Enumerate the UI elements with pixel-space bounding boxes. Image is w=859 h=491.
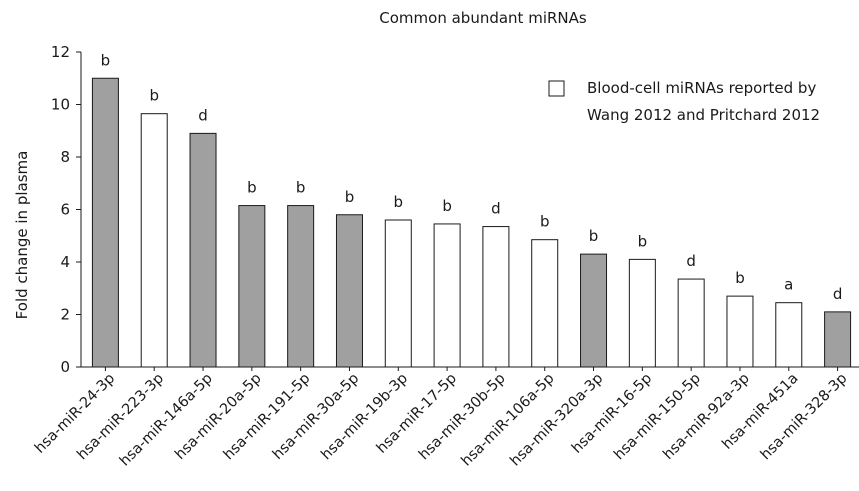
x-tick-label: hsa-miR-191-5p [221,371,314,464]
x-tick-label: hsa-miR-320a-3p [507,371,606,470]
significance-label: d [198,106,208,124]
x-tick-label: hsa-miR-223-3p [74,371,167,464]
legend-label-line1: Blood-cell miRNAs reported by [587,79,816,97]
bar-hsa-miR-146a-5p [189,132,217,368]
x-tick-label: hsa-miR-30a-5p [270,371,362,463]
significance-label: b [296,179,306,197]
significance-label: b [589,227,599,245]
y-tick-label: 2 [60,306,70,324]
bar-hsa-miR-19b-3p [384,219,412,368]
y-tick-label: 8 [60,148,70,166]
bar-hsa-miR-92a-3p [726,295,754,368]
x-tick-label: hsa-miR-19b-3p [318,371,411,464]
significance-label: b [101,51,111,69]
x-tick-label: hsa-miR-146a-5p [117,371,216,470]
bar-hsa-miR-328-3p [824,311,852,368]
y-axis-label: Fold change in plasma [13,151,31,320]
legend-swatch [548,80,565,97]
y-tick-label: 10 [51,96,70,114]
significance-label: b [149,87,159,105]
significance-label: b [735,269,745,287]
bar-hsa-miR-150-5p [677,278,705,368]
significance-label: d [833,285,843,303]
bar-hsa-miR-30b-5p [482,226,510,368]
y-tick-label: 6 [60,201,70,219]
y-tick-label: 12 [51,43,70,61]
significance-label: a [784,276,793,294]
significance-label: d [491,200,501,218]
x-tick-label: hsa-miR-106a-5p [459,371,558,470]
significance-label: b [442,197,452,215]
significance-label: d [686,252,696,270]
legend: Blood-cell miRNAs reported by Wang 2012 … [548,79,820,124]
bar-hsa-miR-20a-5p [238,205,266,368]
bar-hsa-miR-17-5p [433,223,461,368]
y-tick-label: 4 [60,253,70,271]
y-tick-label: 0 [60,358,70,376]
bar-hsa-miR-30a-5p [335,214,363,368]
x-tick-label: hsa-miR-328-3p [758,371,851,464]
bar-hsa-miR-191-5p [287,205,315,368]
x-tick-label: hsa-miR-92a-3p [660,371,752,463]
x-tick-label: hsa-miR-30b-5p [416,371,509,464]
bar-hsa-miR-320a-3p [580,253,608,368]
significance-label: b [540,213,550,231]
x-tick-label: hsa-miR-150-5p [611,371,704,464]
significance-label: b [345,188,355,206]
significance-label: b [638,232,648,250]
bar-hsa-miR-451a [775,302,803,368]
bar-hsa-miR-106a-5p [531,239,559,368]
bar-hsa-miR-223-3p [140,113,168,368]
legend-label-line2: Wang 2012 and Pritchard 2012 [587,106,820,124]
x-tick-label: hsa-miR-24-3p [32,371,118,457]
x-tick-label: hsa-miR-20a-5p [172,371,264,463]
bar-hsa-miR-16-5p [628,258,656,368]
significance-label: b [247,179,257,197]
bar-hsa-miR-24-3p [91,77,119,368]
chart-title: Common abundant miRNAs [379,9,587,27]
significance-label: b [394,193,404,211]
